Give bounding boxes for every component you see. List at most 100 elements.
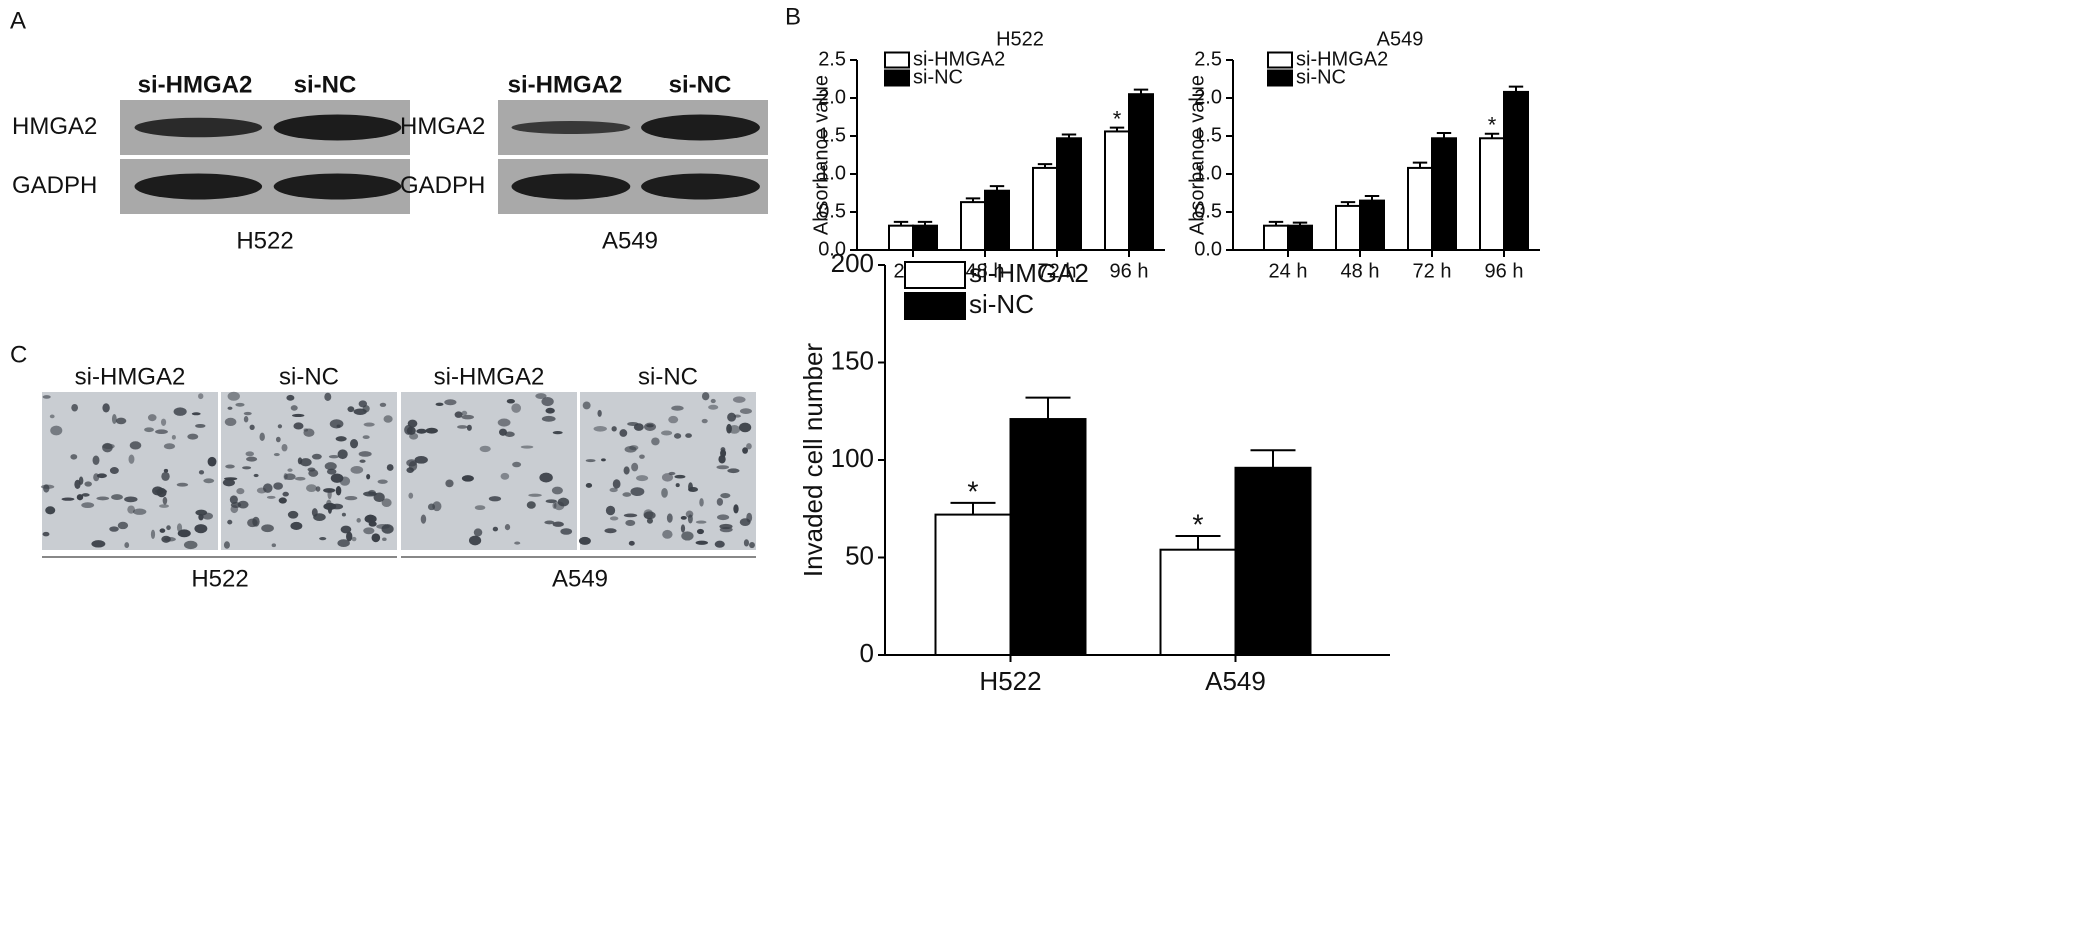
cell-stain	[373, 492, 385, 503]
blot-band	[511, 121, 631, 134]
legend-swatch	[1267, 51, 1293, 69]
cell-stain	[275, 436, 281, 443]
cell-stain	[688, 482, 693, 492]
cell-stain	[685, 433, 692, 438]
cell-stain	[479, 445, 491, 453]
cell-stain	[719, 523, 733, 530]
cell-stain	[544, 520, 555, 525]
y-tick-label: 200	[831, 248, 874, 278]
significance-marker: *	[1488, 113, 1497, 138]
cell-stain	[61, 497, 75, 501]
y-axis-label: Absorbance value	[810, 75, 832, 235]
blot-column-label: si-NC	[294, 71, 357, 98]
cell-stain	[622, 492, 632, 497]
x-tick-label: H522	[979, 666, 1041, 696]
cell-stain	[504, 431, 515, 437]
cell-stain	[386, 464, 394, 471]
cell-stain	[379, 402, 387, 407]
cell-stain	[732, 396, 746, 403]
cell-stain	[227, 519, 233, 525]
image-column-label: si-HMGA2	[434, 363, 545, 390]
cell-stain	[377, 479, 388, 484]
legend-swatch	[884, 51, 910, 69]
cell-stain	[50, 425, 63, 436]
cell-stain	[358, 400, 368, 408]
cell-stain	[601, 458, 606, 462]
cell-stain	[675, 483, 680, 488]
cell-stain	[163, 468, 169, 473]
cell-stain	[716, 465, 730, 470]
cell-stain	[474, 505, 486, 511]
cell-stain	[408, 461, 418, 471]
cell-stain	[681, 531, 694, 541]
cell-stain	[42, 531, 50, 537]
cell-stain	[636, 475, 649, 482]
micrograph	[401, 392, 577, 550]
cell-stain	[539, 472, 553, 483]
cell-stain	[739, 408, 752, 414]
cell-stain	[585, 459, 596, 463]
cell-stain	[337, 539, 350, 548]
cell-stain	[96, 473, 107, 479]
cell-stain	[144, 427, 154, 433]
cell-stain	[350, 465, 364, 474]
bar	[1287, 224, 1313, 251]
cell-stain	[127, 505, 135, 514]
blot-band	[511, 173, 631, 200]
cell-stain	[350, 439, 359, 449]
cell-stain	[468, 535, 482, 546]
cell-stain	[124, 496, 138, 503]
panel-label: A	[10, 7, 26, 34]
cell-stain	[330, 503, 344, 510]
cell-stain	[96, 496, 110, 501]
legend-swatch	[884, 69, 910, 87]
cell-stain	[619, 429, 628, 437]
y-tick-label: 1.5	[818, 124, 846, 146]
cell-stain	[222, 478, 235, 487]
cell-stain	[628, 540, 635, 546]
cell-stain	[727, 412, 737, 422]
cell-stain	[236, 488, 245, 495]
cell-stain	[319, 537, 327, 541]
cell-stain	[500, 472, 510, 480]
cell-stain	[278, 497, 287, 504]
cell-stain	[132, 508, 147, 515]
cell-stain	[727, 468, 740, 474]
cell-stain	[425, 427, 438, 434]
cell-stain	[177, 529, 191, 538]
legend-label: si-NC	[969, 289, 1034, 319]
cell-line-label: A549	[602, 227, 658, 254]
cell-stain	[631, 462, 639, 472]
bar	[1234, 466, 1312, 656]
cell-stain	[381, 524, 394, 534]
blot-row-label: HMGA2	[12, 113, 97, 140]
cell-stain	[742, 447, 749, 454]
cell-stain	[504, 524, 511, 531]
cell-stain	[639, 454, 645, 459]
cell-stain	[224, 417, 237, 427]
blot-row-label: HMGA2	[400, 113, 485, 140]
panel-label: C	[10, 341, 27, 368]
cell-stain	[245, 451, 254, 457]
y-tick-label: 0.0	[818, 238, 846, 260]
bar	[1503, 90, 1529, 251]
cell-stain	[282, 491, 289, 497]
cell-stain	[225, 464, 235, 469]
cell-stain	[128, 454, 135, 464]
cell-stain	[40, 484, 55, 489]
cell-stain	[643, 511, 656, 520]
cell-stain	[242, 466, 252, 470]
cell-stain	[74, 479, 81, 490]
blot-row-label: GADPH	[400, 172, 485, 199]
cell-stain	[335, 485, 342, 496]
significance-marker: *	[1113, 106, 1122, 131]
bar	[1032, 166, 1058, 251]
blot-column-label: si-HMGA2	[508, 71, 623, 98]
cell-stain	[552, 502, 557, 509]
error-bar	[1025, 396, 1071, 420]
cell-stain	[259, 432, 265, 441]
cell-stain	[330, 473, 344, 483]
cell-stain	[81, 502, 95, 509]
bar	[1009, 418, 1087, 656]
y-axis-label: Absorbance value	[1186, 75, 1208, 235]
